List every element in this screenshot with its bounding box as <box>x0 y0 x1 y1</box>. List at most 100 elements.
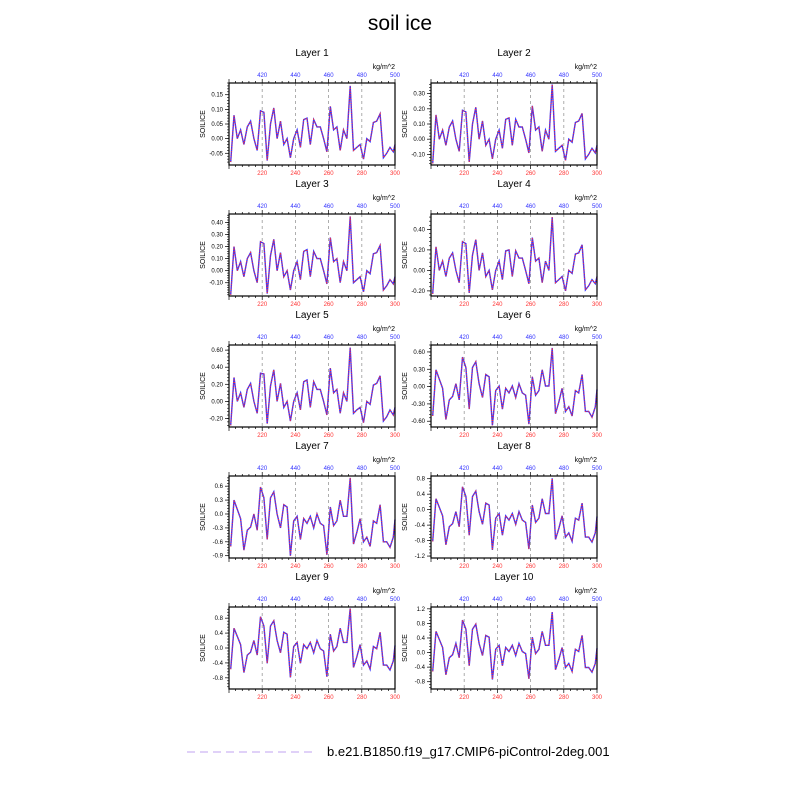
series-line-dotted <box>230 347 396 426</box>
panel-title: Layer 10 <box>495 572 534 583</box>
y-axis-label: SOILICE <box>402 241 409 269</box>
x-tick-label-top: 480 <box>357 204 368 210</box>
units-label: kg/m^2 <box>575 457 597 464</box>
y-tick-label: 1.2 <box>417 607 426 613</box>
y-tick-label: 0.00 <box>413 385 425 391</box>
y-tick-label: -0.4 <box>415 523 426 529</box>
panel-title: Layer 8 <box>497 441 531 452</box>
y-axis-label: SOILICE <box>200 372 207 400</box>
plot-frame <box>430 82 598 166</box>
panel-title: Layer 9 <box>295 572 329 583</box>
x-tick-label-top: 440 <box>290 335 301 341</box>
y-tick-label: 0.10 <box>413 122 425 128</box>
x-tick-label-top: 500 <box>592 204 603 210</box>
x-tick-label-bottom: 240 <box>290 695 301 701</box>
x-tick-label-bottom: 260 <box>526 564 537 570</box>
series-line <box>230 85 396 163</box>
y-tick-label: 0.60 <box>211 348 223 354</box>
x-tick-label-bottom: 300 <box>390 302 401 308</box>
y-tick-label: 0.05 <box>211 122 223 128</box>
plot-frame <box>430 344 598 428</box>
y-tick-label: 0.10 <box>211 107 223 113</box>
x-tick-label-bottom: 240 <box>290 564 301 570</box>
units-label: kg/m^2 <box>575 326 597 333</box>
y-tick-label: -0.4 <box>213 661 224 667</box>
x-tick-label-bottom: 240 <box>290 433 301 439</box>
y-tick-label: 0.6 <box>215 484 224 490</box>
y-tick-label: 0.30 <box>413 92 425 98</box>
y-axis-label: SOILICE <box>200 503 207 531</box>
x-tick-label-bottom: 220 <box>459 433 470 439</box>
series-line-dotted <box>432 84 598 164</box>
y-tick-label: 0.00 <box>413 137 425 143</box>
y-axis-label: SOILICE <box>200 241 207 269</box>
x-tick-label-top: 460 <box>324 597 335 603</box>
series-line-dotted <box>432 478 598 550</box>
plot-frame <box>228 213 396 297</box>
y-tick-label: 0.20 <box>413 248 425 254</box>
series-line-dotted <box>230 608 396 678</box>
units-label: kg/m^2 <box>575 588 597 595</box>
x-tick-label-top: 420 <box>257 73 268 79</box>
y-tick-label: 0.40 <box>413 227 425 233</box>
x-tick-label-bottom: 260 <box>324 564 335 570</box>
x-tick-label-bottom: 280 <box>357 695 368 701</box>
x-tick-label-bottom: 220 <box>459 302 470 308</box>
x-tick-label-top: 500 <box>592 597 603 603</box>
y-axis-label: SOILICE <box>402 503 409 531</box>
y-tick-label: 0.00 <box>211 399 223 405</box>
x-tick-label-top: 500 <box>592 466 603 472</box>
x-tick-label-bottom: 240 <box>492 433 503 439</box>
x-tick-label-top: 460 <box>526 204 537 210</box>
y-tick-label: -0.3 <box>213 526 224 532</box>
series-line-dotted <box>230 85 396 163</box>
y-tick-label: 0.0 <box>417 508 426 514</box>
y-tick-label: -0.9 <box>213 554 224 560</box>
x-tick-label-bottom: 220 <box>257 171 268 177</box>
plot-frame <box>228 475 396 559</box>
y-tick-label: 0.20 <box>211 245 223 251</box>
y-tick-label: 0.20 <box>211 382 223 388</box>
x-tick-label-bottom: 280 <box>357 564 368 570</box>
x-tick-label-top: 460 <box>324 204 335 210</box>
x-tick-label-top: 440 <box>290 204 301 210</box>
x-tick-label-top: 500 <box>390 597 401 603</box>
x-tick-label-bottom: 280 <box>559 171 570 177</box>
y-tick-label: 0.00 <box>413 268 425 274</box>
y-tick-label: 0.30 <box>211 233 223 239</box>
x-tick-label-top: 500 <box>592 335 603 341</box>
series-line-dotted <box>230 216 396 295</box>
x-tick-label-top: 440 <box>492 335 503 341</box>
x-tick-label-bottom: 300 <box>592 564 603 570</box>
x-tick-label-top: 500 <box>390 204 401 210</box>
x-tick-label-bottom: 240 <box>492 564 503 570</box>
x-tick-label-top: 480 <box>559 204 570 210</box>
x-tick-label-top: 460 <box>526 597 537 603</box>
panel-title: Layer 4 <box>497 179 531 190</box>
y-tick-label: 0.0 <box>215 646 224 652</box>
x-tick-label-top: 420 <box>459 466 470 472</box>
x-tick-label-bottom: 300 <box>390 695 401 701</box>
y-tick-label: 0.0 <box>215 512 224 518</box>
series-line <box>230 608 396 678</box>
y-tick-label: 0.00 <box>211 137 223 143</box>
x-tick-label-top: 480 <box>559 597 570 603</box>
x-tick-label-top: 460 <box>526 335 537 341</box>
x-tick-label-top: 480 <box>559 335 570 341</box>
x-tick-label-top: 440 <box>290 73 301 79</box>
plot-frame <box>430 606 598 690</box>
y-tick-label: 0.8 <box>417 621 426 627</box>
x-tick-label-top: 460 <box>324 466 335 472</box>
x-tick-label-bottom: 280 <box>559 433 570 439</box>
y-tick-label: 0.8 <box>215 616 224 622</box>
y-tick-label: 0.20 <box>413 107 425 113</box>
x-tick-label-top: 420 <box>459 204 470 210</box>
y-tick-label: -0.20 <box>411 289 425 295</box>
x-tick-label-bottom: 260 <box>526 433 537 439</box>
units-label: kg/m^2 <box>373 457 395 464</box>
units-label: kg/m^2 <box>373 326 395 333</box>
y-axis-label: SOILICE <box>402 372 409 400</box>
units-label: kg/m^2 <box>575 195 597 202</box>
y-tick-label: 0.15 <box>211 93 223 99</box>
plot-frame <box>228 344 396 428</box>
